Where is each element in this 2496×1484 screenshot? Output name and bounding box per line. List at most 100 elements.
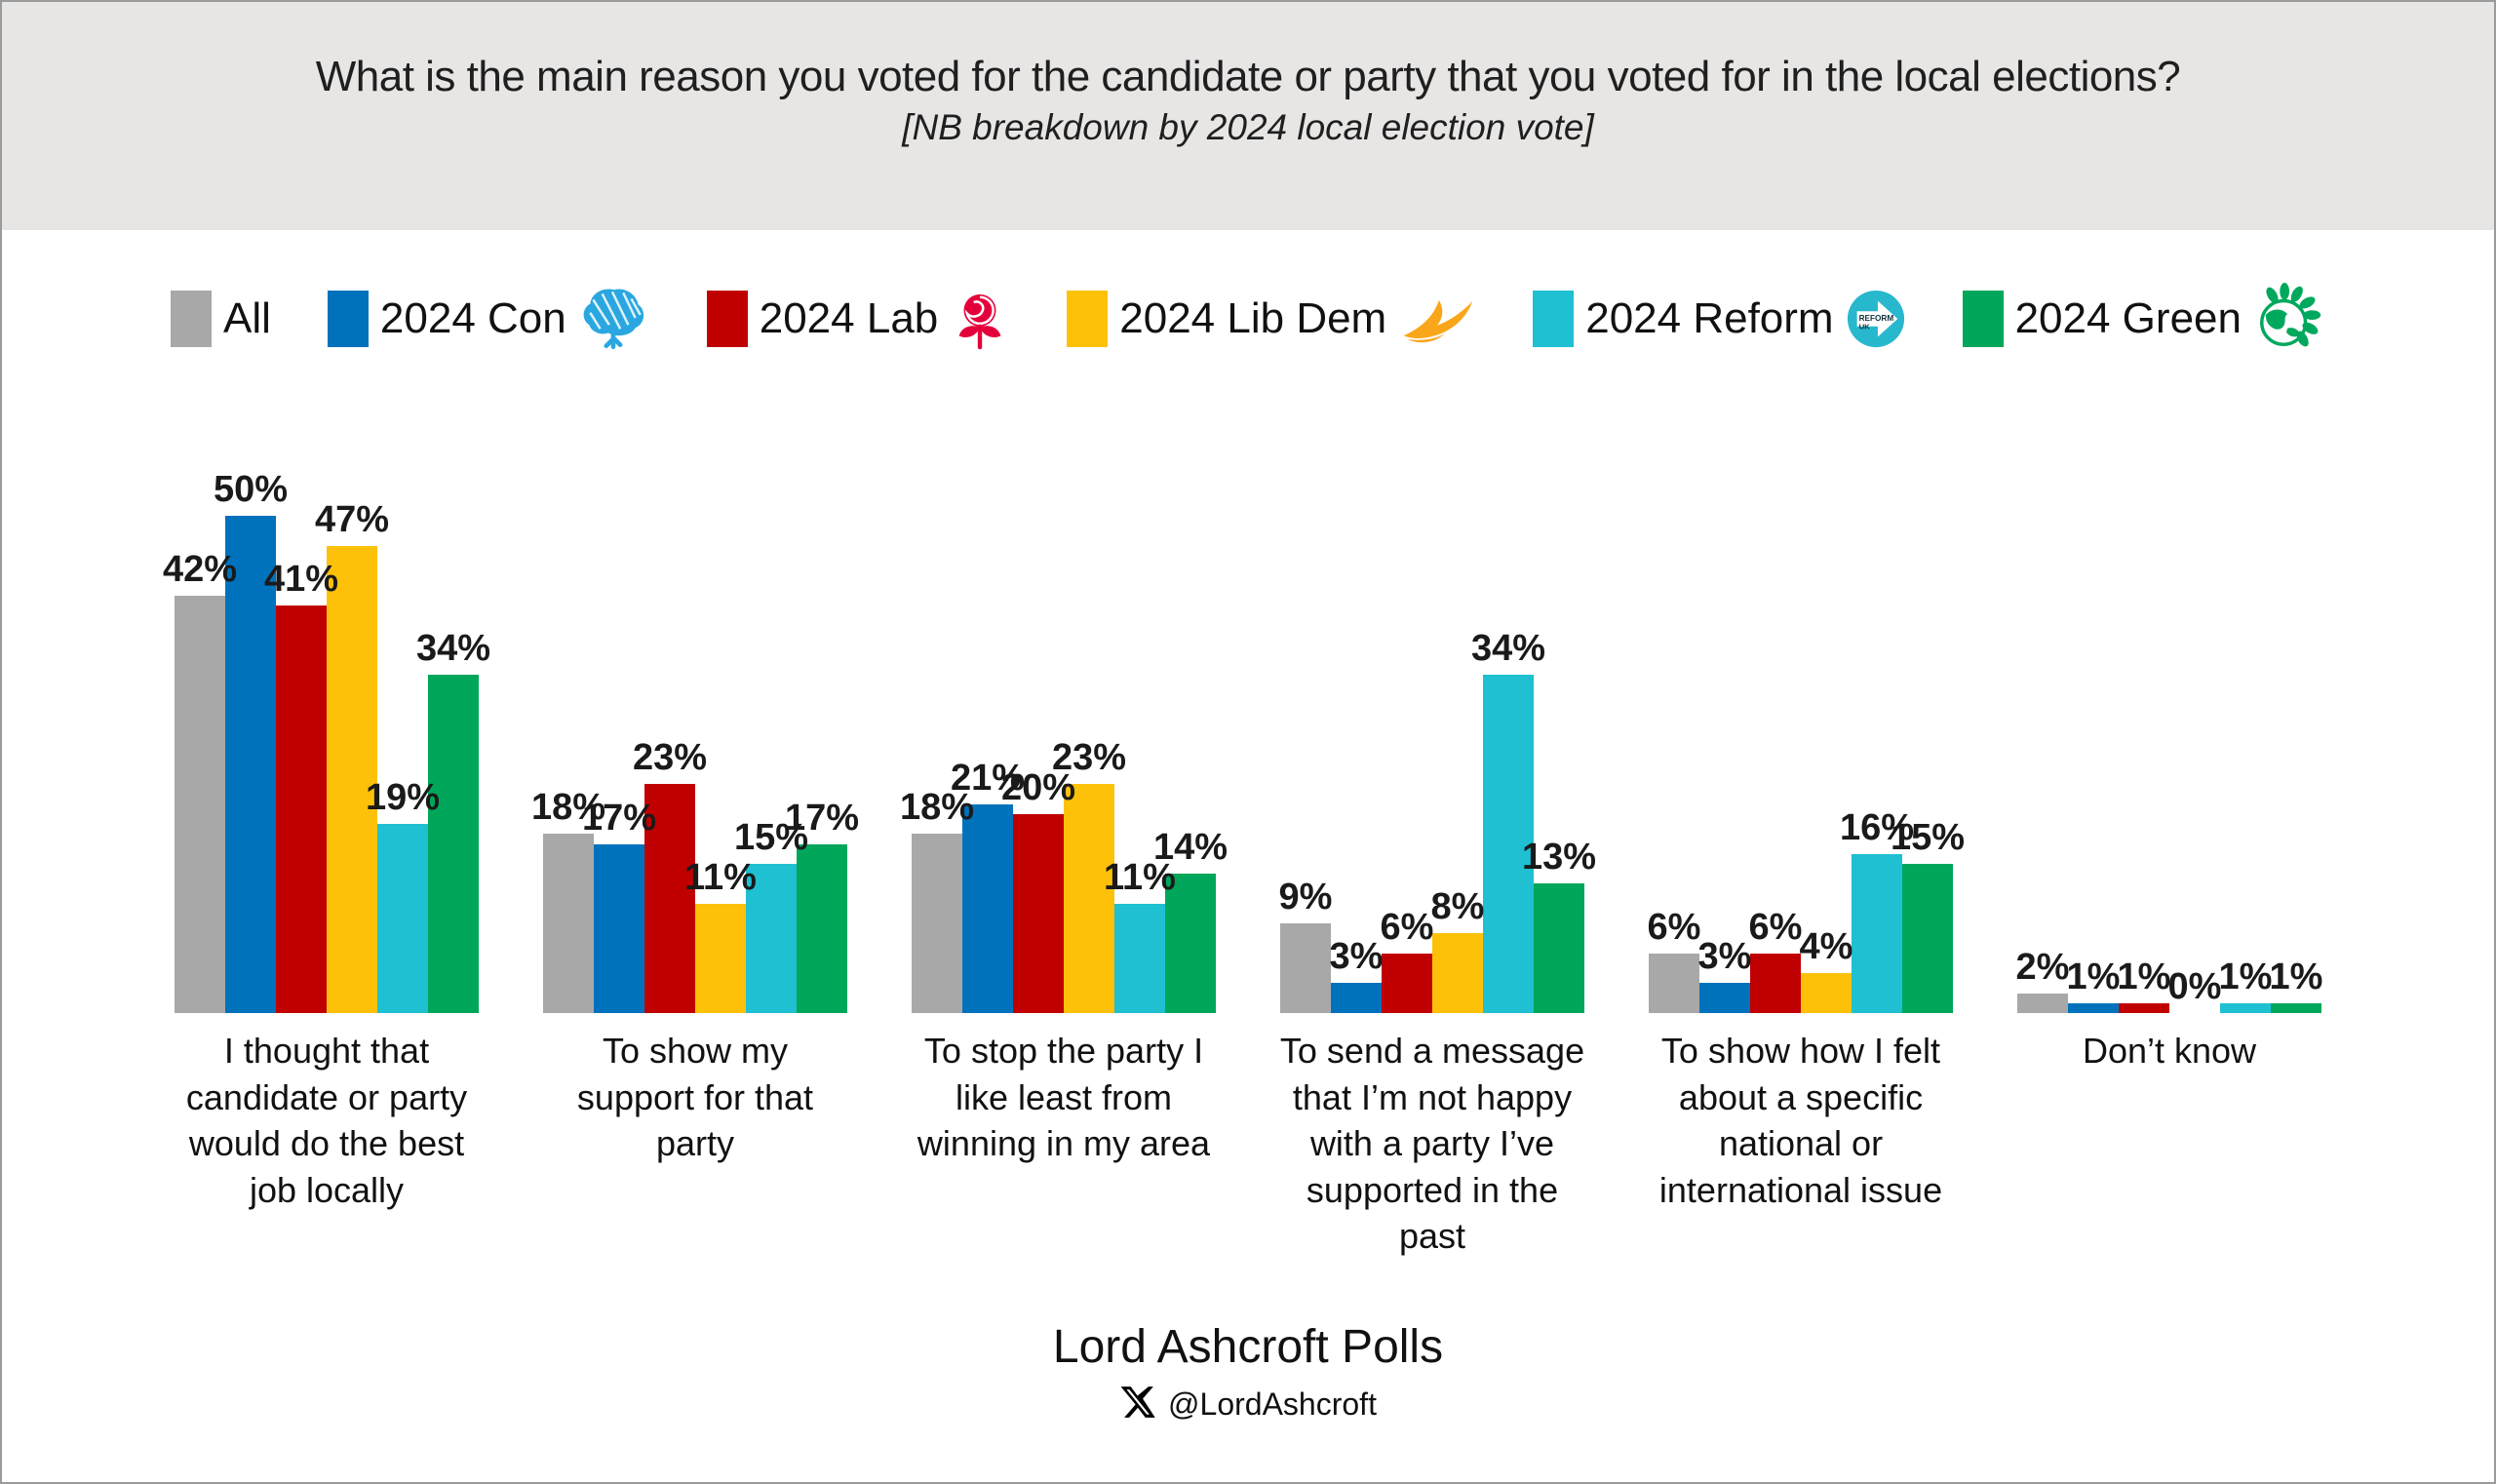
bar-2024-green <box>1534 883 1584 1013</box>
social-handle-row: @LordAshcroft <box>2 1384 2494 1425</box>
bar-2024-reform <box>1852 853 1902 1013</box>
bar-2024-lib-dem <box>1801 973 1852 1013</box>
bar-column: 16% <box>1840 807 1914 1013</box>
svg-text:UK: UK <box>1858 323 1870 332</box>
legend-label: 2024 Reform <box>1585 294 1834 342</box>
bar-column: 50% <box>214 469 288 1013</box>
bar-2024-green <box>2271 1002 2321 1013</box>
bar-column: 9% <box>1278 877 1333 1013</box>
bar-column: 23% <box>1052 737 1126 1013</box>
bar-2024-green <box>797 843 847 1013</box>
bar-value-label: 11% <box>1104 856 1176 898</box>
bar-value-label: 19% <box>365 777 441 819</box>
bar-column: 41% <box>264 559 338 1013</box>
bar-value-label: 0% <box>2167 966 2222 1007</box>
category-label: To show my support for that party <box>576 1031 814 1164</box>
bar-value-label: 6% <box>1380 906 1434 948</box>
x-twitter-logo-icon <box>1119 1384 1156 1425</box>
bar-column: 4% <box>1800 926 1852 1013</box>
legend-item-libdem: 2024 Lib Dem <box>1067 291 1476 347</box>
bar-value-label: 34% <box>415 628 491 670</box>
category-labels: I thought that candidate or party would … <box>2 1028 2494 1260</box>
legend-label: 2024 Con <box>379 294 566 342</box>
bar-column: 23% <box>633 737 707 1013</box>
bar-group: 6% 3% 6% 4% 16% 15% <box>1640 807 1965 1013</box>
legend-swatch-lab <box>706 291 748 347</box>
bar-all <box>543 834 594 1013</box>
legend-swatch-all <box>171 291 212 347</box>
chart-legend: All 2024 Con <box>2 283 2494 355</box>
bar-value-label: 1% <box>2066 956 2121 997</box>
bar-2024-lib-dem <box>327 545 377 1013</box>
legend-label: 2024 Green <box>2014 294 2242 342</box>
bar-value-label: 8% <box>1430 886 1485 928</box>
bar-2024-reform <box>2220 1002 2271 1013</box>
bar-all <box>912 834 962 1013</box>
bar-column: 0% <box>2167 966 2222 1013</box>
bar-column: 15% <box>734 817 808 1013</box>
reform-uk-arrow-icon: REFORM UK <box>1846 289 1906 349</box>
category-label: To show how I felt about a specific nati… <box>1658 1031 1943 1210</box>
legend-item-reform: 2024 Reform REFORM UK <box>1533 289 1905 349</box>
bar-column: 6% <box>1647 906 1701 1013</box>
bar-2024-reform <box>1114 903 1165 1013</box>
legend-item-lab: 2024 Lab <box>706 287 1011 351</box>
bar-value-label: 20% <box>1000 767 1076 808</box>
bar-column: 1% <box>2117 956 2171 1013</box>
bar-column: 3% <box>1330 936 1383 1013</box>
bar-column: 18% <box>900 787 974 1013</box>
legend-item-green: 2024 Green <box>1962 283 2325 355</box>
legend-swatch-reform <box>1533 291 1575 347</box>
page-subtitle: [NB breakdown by 2024 local election vot… <box>902 107 1594 147</box>
bar-value-label: 6% <box>1748 906 1803 948</box>
bar-all <box>1649 953 1699 1013</box>
bar-column: 34% <box>1471 628 1545 1013</box>
bar-column: 42% <box>163 549 237 1013</box>
bar-value-label: 3% <box>1697 936 1752 978</box>
legend-label: 2024 Lib Dem <box>1119 294 1387 342</box>
bar-2024-con <box>225 516 276 1013</box>
bar-value-label: 9% <box>1278 877 1333 918</box>
bar-column: 15% <box>1891 817 1965 1013</box>
bar-all <box>1280 923 1331 1013</box>
bar-column: 6% <box>1380 906 1434 1013</box>
libdem-bird-icon <box>1398 293 1476 345</box>
bar-value-label: 47% <box>314 498 390 540</box>
bar-column: 11% <box>684 857 757 1013</box>
bar-column: 8% <box>1430 886 1485 1013</box>
social-handle: @LordAshcroft <box>1168 1386 1377 1422</box>
bar-2024-con <box>1699 983 1750 1013</box>
legend-swatch-con <box>327 291 369 347</box>
bar-column: 1% <box>2270 957 2322 1013</box>
bar-2024-con <box>1331 983 1382 1013</box>
bar-column: 19% <box>366 777 440 1013</box>
bar-column: 21% <box>951 758 1025 1013</box>
bar-2024-lab <box>1750 953 1801 1013</box>
bar-2024-lab <box>2119 1002 2169 1013</box>
bar-column: 14% <box>1153 827 1228 1013</box>
bar-column: 17% <box>785 798 859 1013</box>
page-title: What is the main reason you voted for th… <box>315 53 2181 100</box>
bar-value-label: 6% <box>1647 906 1701 948</box>
bar-column: 1% <box>2066 956 2121 1013</box>
bar-2024-lib-dem <box>1432 933 1483 1013</box>
bar-column: 11% <box>1104 857 1176 1013</box>
bar-value-label: 1% <box>2117 956 2171 997</box>
bar-value-label: 21% <box>950 757 1026 799</box>
bar-value-label: 50% <box>213 469 289 510</box>
category-label: Don’t know <box>2082 1031 2257 1071</box>
legend-swatch-green <box>1962 291 2004 347</box>
bar-group: 18% 17% 23% 11% 15% 17% <box>531 737 859 1013</box>
bar-2024-reform <box>746 864 797 1013</box>
legend-label: 2024 Lab <box>759 294 939 342</box>
bar-value-label: 14% <box>1152 827 1228 869</box>
bar-2024-con <box>962 803 1013 1013</box>
bar-value-label: 15% <box>1890 817 1966 858</box>
green-party-globe-icon <box>2253 283 2325 355</box>
bar-2024-green <box>1165 874 1216 1013</box>
bar-2024-reform <box>1483 675 1534 1013</box>
bar-column: 6% <box>1748 906 1803 1013</box>
bar-2024-lib-dem <box>695 903 746 1013</box>
bar-value-label: 17% <box>581 797 657 839</box>
bar-value-label: 42% <box>162 548 238 590</box>
